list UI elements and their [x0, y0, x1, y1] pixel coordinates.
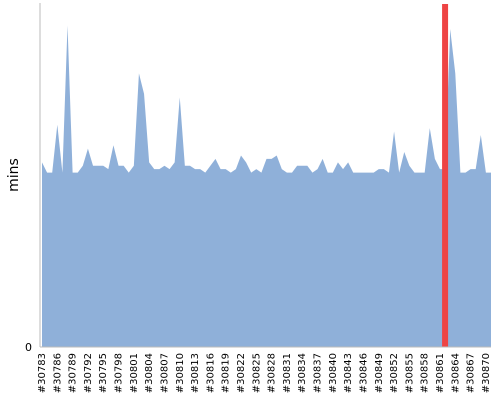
x-tick-label: #30852: [389, 353, 400, 393]
x-tick-label: #30810: [175, 353, 186, 393]
x-tick-label: #30840: [328, 353, 339, 393]
x-tick-label: #30789: [68, 353, 79, 393]
x-tick-label: #30813: [190, 353, 201, 393]
x-tick-label: #30807: [159, 353, 170, 393]
x-tick-label: #30831: [282, 353, 293, 393]
x-tick-label: #30867: [466, 353, 477, 393]
y-axis-label: mins: [6, 158, 22, 192]
x-tick-label: #30855: [404, 353, 415, 393]
x-tick-layer: #30783 #30786 #30789 #30792 #30795 #30798 #308…: [37, 353, 492, 393]
x-tick-label: #30825: [251, 353, 262, 393]
highlight-marker: [442, 4, 449, 347]
x-tick-label: #30843: [343, 353, 354, 393]
x-tick-label: #30849: [374, 353, 385, 393]
x-tick-label: #30837: [313, 353, 324, 393]
highlight-layer: [442, 4, 449, 347]
x-tick-label: #30834: [297, 353, 308, 393]
x-tick-label: #30798: [114, 353, 125, 393]
y-tick-layer: 0: [25, 341, 32, 354]
x-tick-label: #30792: [83, 353, 94, 393]
x-tick-label: #30846: [358, 353, 369, 393]
x-tick-label: #30828: [267, 353, 278, 393]
area-layer: [42, 25, 491, 348]
x-tick-label: #30786: [52, 353, 63, 393]
x-tick-label: #30861: [435, 353, 446, 393]
x-tick-label: #30804: [144, 353, 155, 393]
x-tick-label: #30864: [450, 353, 461, 393]
x-tick-label: #30795: [98, 353, 109, 393]
series-area: [42, 25, 491, 348]
x-tick-label: #30870: [481, 353, 492, 393]
x-tick-label: #30858: [420, 353, 431, 393]
x-tick-label: #30822: [236, 353, 247, 393]
x-tick-label: #30801: [129, 353, 140, 393]
axis-layer: [39, 3, 491, 348]
x-tick-label: #30819: [221, 353, 232, 393]
x-tick-label: #30816: [205, 353, 216, 393]
y-tick-label: 0: [25, 341, 32, 354]
x-tick-label: #30783: [37, 353, 48, 393]
